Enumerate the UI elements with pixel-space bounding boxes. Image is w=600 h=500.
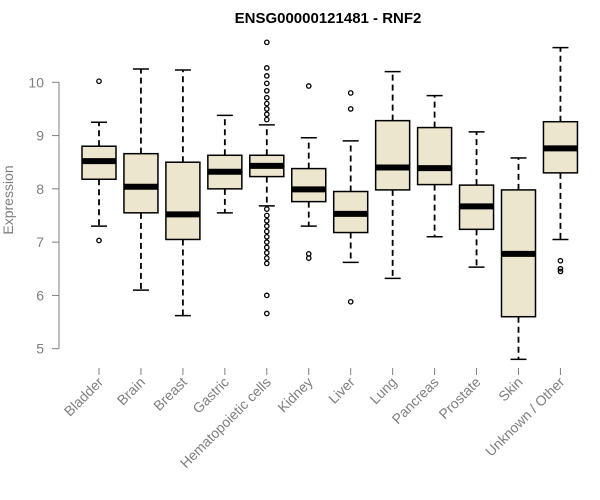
box-bladder xyxy=(81,78,117,244)
outlier-point xyxy=(263,249,270,256)
outlier-point xyxy=(263,239,270,245)
outlier-point xyxy=(263,233,270,240)
outlier-point xyxy=(347,298,354,305)
iqr-box xyxy=(374,119,411,191)
box-brain xyxy=(123,68,159,291)
box-liver xyxy=(332,90,369,305)
x-tick-label: Liver xyxy=(325,374,358,407)
x-tick-label: Breast xyxy=(150,374,190,414)
outlier-point xyxy=(263,106,270,112)
outlier-point xyxy=(263,244,270,251)
outlier-point xyxy=(263,223,270,229)
box-skin xyxy=(500,157,537,361)
outlier-point xyxy=(557,268,564,275)
chart-title: ENSG00000121481 - RNF2 xyxy=(235,10,422,27)
iqr-box xyxy=(123,152,159,214)
box-pancreas xyxy=(416,94,453,238)
y-tick-label: 6 xyxy=(36,287,44,303)
outlier-point xyxy=(263,310,270,317)
outlier-point xyxy=(263,73,270,79)
outlier-point xyxy=(305,255,312,261)
outlier-point xyxy=(263,292,270,299)
outlier-point xyxy=(96,237,102,244)
x-tick-label: Kidney xyxy=(274,374,316,416)
outlier-point xyxy=(263,260,270,267)
outlier-point xyxy=(263,111,270,118)
y-tick-label: 5 xyxy=(36,341,44,357)
iqr-box xyxy=(165,161,201,241)
x-tick-label: Prostate xyxy=(435,374,483,422)
x-tick-label: Skin xyxy=(495,374,526,405)
x-tick-label: Pancreas xyxy=(389,374,442,427)
outlier-point xyxy=(305,83,312,89)
x-tick-label: Bladder xyxy=(61,374,107,420)
outlier-point xyxy=(263,80,270,87)
box-lung xyxy=(374,70,411,280)
outlier-point xyxy=(263,94,270,101)
outlier-point xyxy=(96,78,102,85)
outlier-point xyxy=(263,228,270,235)
outlier-point xyxy=(263,100,270,107)
outlier-point xyxy=(263,217,270,224)
y-axis: 5 6 7 8 9 10 xyxy=(28,74,60,357)
box-prostate xyxy=(458,131,495,268)
outlier-point xyxy=(263,255,270,261)
box-kidney xyxy=(291,83,327,261)
y-tick-label: 8 xyxy=(36,181,44,197)
box-gastric xyxy=(207,114,243,214)
outlier-point xyxy=(263,65,270,71)
outlier-point xyxy=(347,90,354,96)
box-breast xyxy=(165,69,201,317)
outlier-point xyxy=(557,265,564,272)
y-tick-label: 9 xyxy=(36,128,44,144)
outlier-point xyxy=(263,116,270,123)
x-tick-label: Unknown / Other xyxy=(482,374,568,460)
outlier-point xyxy=(263,39,270,46)
box-unknown-other xyxy=(542,46,579,275)
outlier-point xyxy=(263,212,270,219)
iqr-box xyxy=(291,167,327,203)
outlier-point xyxy=(263,87,270,94)
box-hematopoietic-cells xyxy=(249,39,285,317)
y-tick-label: 10 xyxy=(28,74,44,90)
y-tick-label: 7 xyxy=(36,234,44,250)
outlier-point xyxy=(557,257,564,264)
outlier-point xyxy=(263,206,270,212)
y-axis-label: Expression xyxy=(0,165,16,234)
outlier-point xyxy=(347,106,354,112)
iqr-box xyxy=(416,126,453,186)
x-tick-label: Brain xyxy=(114,374,148,408)
box-series xyxy=(81,39,579,361)
x-tick-label: Lung xyxy=(366,374,399,407)
